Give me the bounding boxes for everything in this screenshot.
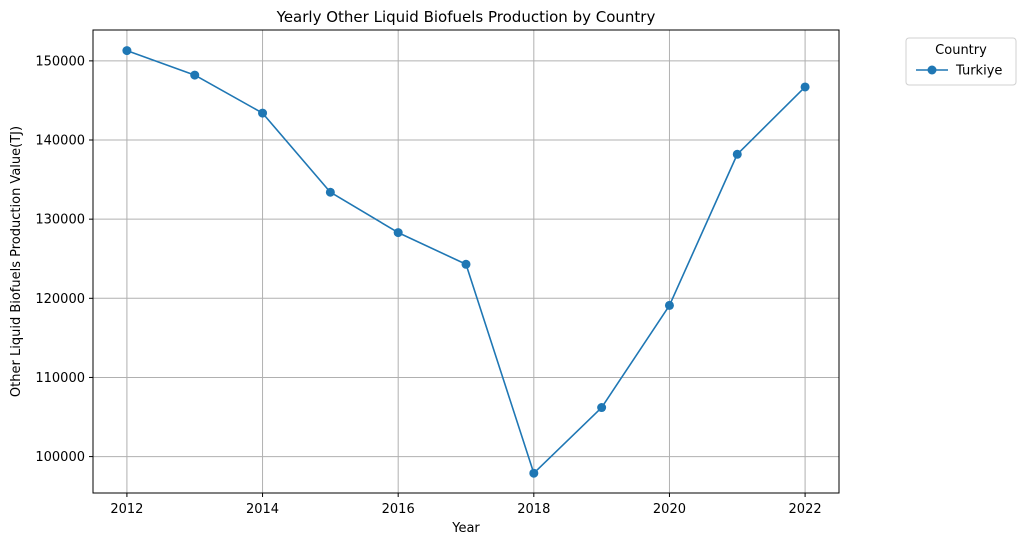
x-axis-title: Year <box>451 521 480 536</box>
y-axis-title: Other Liquid Biofuels Production Value(T… <box>9 126 24 397</box>
y-axis-ticks: 100000 110000 120000 130000 140000 150000 <box>35 54 93 465</box>
x-axis-ticks: 2012 2014 2016 2018 2020 2022 <box>110 493 822 517</box>
data-point <box>800 82 810 92</box>
data-point <box>597 403 607 413</box>
y-tick-label: 150000 <box>35 54 85 69</box>
x-tick-label: 2022 <box>789 502 822 517</box>
x-tick-label: 2016 <box>382 502 415 517</box>
y-tick-label: 110000 <box>35 371 85 386</box>
legend-series-marker <box>927 65 937 75</box>
data-point <box>258 108 268 118</box>
x-tick-label: 2018 <box>517 502 550 517</box>
grid <box>93 30 839 493</box>
data-point <box>461 259 471 269</box>
legend: Country Turkiye <box>905 37 1017 86</box>
series-layer <box>122 46 810 478</box>
data-point <box>664 300 674 310</box>
legend-title: Country <box>935 43 987 58</box>
plot-frame <box>92 29 840 494</box>
data-point <box>190 70 200 80</box>
y-tick-label: 120000 <box>35 292 85 307</box>
x-tick-label: 2020 <box>653 502 686 517</box>
data-point <box>529 468 539 478</box>
data-point <box>393 228 403 238</box>
x-tick-label: 2012 <box>110 502 143 517</box>
x-tick-label: 2014 <box>246 502 279 517</box>
data-point <box>325 187 335 197</box>
y-tick-label: 130000 <box>35 213 85 228</box>
chart-title: Yearly Other Liquid Biofuels Production … <box>276 8 656 26</box>
data-point <box>122 46 132 56</box>
y-tick-label: 100000 <box>35 450 85 465</box>
data-point <box>732 149 742 159</box>
y-tick-label: 140000 <box>35 134 85 149</box>
legend-series-label: Turkiye <box>955 64 1002 79</box>
